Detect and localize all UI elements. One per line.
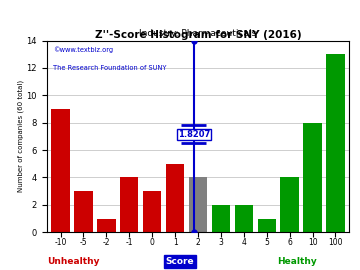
Bar (120, 177, 139, 232)
Bar (97, 218, 116, 232)
Text: The Research Foundation of SUNY: The Research Foundation of SUNY (53, 65, 166, 72)
Text: Unhealthy: Unhealthy (47, 257, 99, 266)
Y-axis label: Number of companies (60 total): Number of companies (60 total) (17, 80, 24, 193)
Bar (257, 218, 276, 232)
Text: Score: Score (166, 257, 194, 266)
Bar (143, 191, 161, 232)
Bar (212, 205, 230, 232)
Text: 1.8207: 1.8207 (178, 130, 210, 139)
Title: Z''-Score Histogram for SNY (2016): Z''-Score Histogram for SNY (2016) (95, 30, 301, 40)
Text: Healthy: Healthy (277, 257, 317, 266)
Bar (303, 123, 322, 232)
Bar (74, 191, 93, 232)
Text: Industry: Pharmaceuticals: Industry: Pharmaceuticals (139, 29, 257, 38)
Bar (235, 205, 253, 232)
Bar (189, 177, 207, 232)
Bar (326, 54, 345, 232)
Bar (280, 177, 299, 232)
Text: ©www.textbiz.org: ©www.textbiz.org (53, 46, 113, 53)
Bar (166, 164, 184, 232)
Bar (51, 109, 70, 232)
